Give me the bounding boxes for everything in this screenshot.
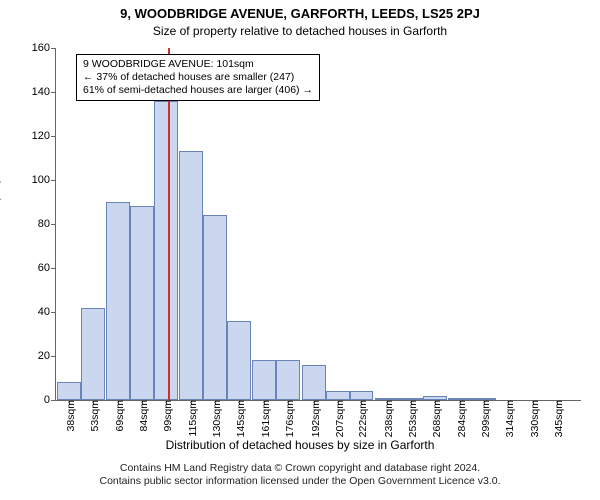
bar — [302, 365, 326, 400]
x-tick-label: 84sqm — [138, 400, 150, 432]
y-tick-label: 60 — [38, 262, 50, 274]
y-tick-label: 140 — [32, 86, 50, 98]
chart-container: 9, WOODBRIDGE AVENUE, GARFORTH, LEEDS, L… — [0, 0, 600, 500]
bar — [252, 360, 276, 400]
annotation-line3: 61% of semi-detached houses are larger (… — [83, 84, 313, 97]
bar — [350, 391, 374, 400]
x-tick-label: 253sqm — [407, 400, 419, 437]
bar — [57, 382, 81, 400]
x-tick-label: 268sqm — [431, 400, 443, 437]
bar — [179, 151, 203, 400]
plot-area: 020406080100120140160 38sqm53sqm69sqm84s… — [55, 48, 581, 401]
x-tick-label: 314sqm — [504, 400, 516, 437]
x-tick-label: 299sqm — [480, 400, 492, 437]
y-tick-mark — [51, 224, 56, 225]
x-tick-label: 69sqm — [114, 400, 126, 432]
x-axis-label: Distribution of detached houses by size … — [0, 438, 600, 452]
y-tick-mark — [51, 268, 56, 269]
y-tick-mark — [51, 92, 56, 93]
y-tick-mark — [51, 356, 56, 357]
annotation-line2: ← 37% of detached houses are smaller (24… — [83, 71, 313, 84]
y-tick-mark — [51, 136, 56, 137]
footer: Contains HM Land Registry data © Crown c… — [0, 462, 600, 488]
y-tick-mark — [51, 48, 56, 49]
chart-subtitle: Size of property relative to detached ho… — [0, 24, 600, 38]
x-tick-label: 130sqm — [211, 400, 223, 437]
x-tick-label: 345sqm — [553, 400, 565, 437]
y-tick-label: 20 — [38, 350, 50, 362]
y-tick-label: 100 — [32, 174, 50, 186]
x-tick-label: 330sqm — [529, 400, 541, 437]
x-tick-label: 99sqm — [162, 400, 174, 432]
bar — [227, 321, 251, 400]
x-tick-label: 161sqm — [260, 400, 272, 437]
bar — [203, 215, 227, 400]
x-tick-label: 115sqm — [187, 400, 199, 437]
x-tick-label: 284sqm — [456, 400, 468, 437]
x-tick-label: 238sqm — [383, 400, 395, 437]
x-tick-label: 192sqm — [310, 400, 322, 437]
bar — [276, 360, 300, 400]
y-tick-mark — [51, 312, 56, 313]
footer-line1: Contains HM Land Registry data © Crown c… — [0, 462, 600, 475]
y-tick-label: 0 — [44, 394, 50, 406]
bar — [81, 308, 105, 400]
x-tick-label: 53sqm — [89, 400, 101, 432]
bar — [106, 202, 130, 400]
footer-line2: Contains public sector information licen… — [0, 475, 600, 488]
x-tick-label: 207sqm — [334, 400, 346, 437]
y-tick-label: 120 — [32, 130, 50, 142]
x-tick-label: 145sqm — [235, 400, 247, 437]
annotation-line1: 9 WOODBRIDGE AVENUE: 101sqm — [83, 58, 313, 71]
annotation-box: 9 WOODBRIDGE AVENUE: 101sqm ← 37% of det… — [76, 54, 320, 101]
x-tick-label: 38sqm — [65, 400, 77, 432]
bar — [130, 206, 154, 400]
y-tick-mark — [51, 180, 56, 181]
y-axis-label: Number of detached properties — [0, 80, 1, 380]
x-tick-label: 222sqm — [357, 400, 369, 437]
bar — [326, 391, 350, 400]
bar — [154, 101, 178, 400]
y-tick-mark — [51, 400, 56, 401]
y-tick-label: 160 — [32, 42, 50, 54]
y-tick-label: 40 — [38, 306, 50, 318]
x-tick-label: 176sqm — [284, 400, 296, 437]
y-tick-label: 80 — [38, 218, 50, 230]
chart-title: 9, WOODBRIDGE AVENUE, GARFORTH, LEEDS, L… — [0, 6, 600, 21]
